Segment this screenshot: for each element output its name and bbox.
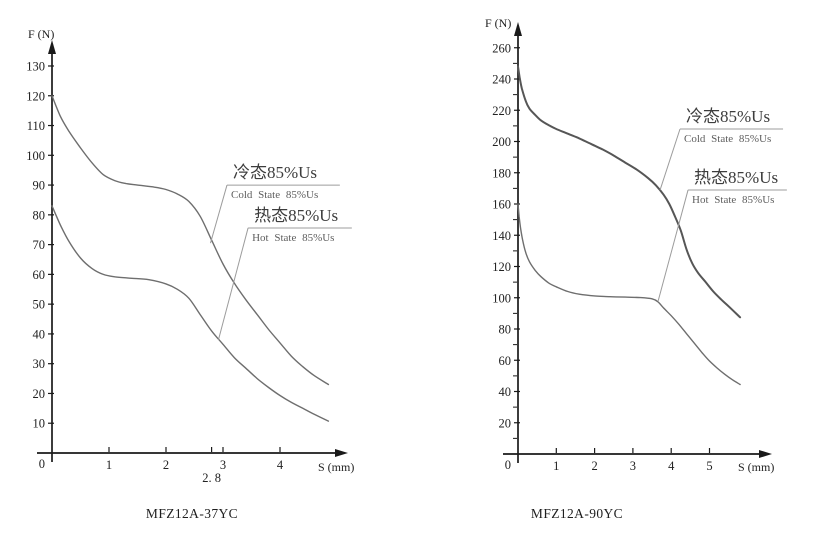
- y-tick-label: 120: [492, 260, 511, 274]
- x-tick-label: 1: [553, 459, 559, 473]
- chart-caption: MFZ12A-37YC: [145, 506, 239, 521]
- y-tick-label: 260: [492, 41, 511, 55]
- force-stroke-chart-37yc: 1 2 3 4 2. 8 10 20 30 40 50 60 70 80 90 100 110 120 130 0 F…: [26, 27, 354, 485]
- y-tick-label: 90: [33, 179, 46, 193]
- annotation-en-cold: Cold State 85%Us: [231, 189, 318, 201]
- annotation-leader: [209, 184, 228, 244]
- y-tick-label: 80: [499, 323, 512, 337]
- y-tick-label: 60: [499, 354, 512, 368]
- x-tick-label: 3: [630, 459, 636, 473]
- cold-curve: [517, 65, 742, 319]
- figure-mfz12a-90yc: 1 2 3 4 5 20 40 60 80 100 120 140 160 180 200 220 240 260…: [405, 0, 815, 537]
- x-tick-label: 3: [220, 458, 226, 472]
- y-tick-label: 40: [499, 385, 512, 399]
- y-tick-label: 120: [26, 89, 45, 103]
- y-tick-label: 100: [492, 291, 511, 305]
- y-tick-label: 100: [26, 149, 45, 163]
- y-tick-label: 130: [26, 59, 45, 73]
- x-tick-label: 4: [668, 459, 675, 473]
- x-tick-label: 2: [163, 458, 169, 472]
- annotation-leader: [217, 227, 249, 341]
- y-tick-label: 220: [492, 104, 511, 118]
- y-tick-label: 180: [492, 166, 511, 180]
- y-axis-title: F (N): [485, 16, 511, 30]
- annotation-leader: [657, 189, 689, 302]
- y-tick-label: 240: [492, 73, 511, 87]
- y-tick-label: 70: [33, 238, 46, 252]
- x-axis-title: S (mm): [318, 460, 354, 474]
- annotation-cn-cold: 冷态85%Us: [686, 107, 770, 126]
- y-tick-label: 20: [499, 416, 512, 430]
- y-tick-label: 50: [33, 298, 46, 312]
- annotation-cn-hot: 热态85%Us: [254, 206, 338, 225]
- y-tick-label: 30: [33, 357, 46, 371]
- y-tick-label: 110: [27, 119, 45, 133]
- annotation-en-hot: Hot State 85%Us: [692, 194, 774, 206]
- x-tick-label: 1: [106, 458, 112, 472]
- y-axis-title: F (N): [28, 27, 54, 41]
- x-axis-arrow: [759, 450, 772, 458]
- force-stroke-chart-90yc: 1 2 3 4 5 20 40 60 80 100 120 140 160 180 200 220 240 260…: [485, 16, 787, 474]
- y-tick-label: 140: [492, 229, 511, 243]
- figure-mfz12a-37yc: 1 2 3 4 2. 8 10 20 30 40 50 60 70 80 90 100 110 120 130 0 F…: [0, 0, 405, 537]
- y-tick-label: 10: [33, 417, 46, 431]
- hot-curve: [517, 203, 741, 386]
- annotation-leader: [659, 128, 681, 191]
- hot-curve: [51, 205, 330, 422]
- y-tick-label: 200: [492, 135, 511, 149]
- origin-label: 0: [505, 458, 511, 472]
- annotation-en-cold: Cold State 85%Us: [684, 133, 771, 145]
- x-tick-special-label: 2. 8: [202, 471, 221, 485]
- x-tick-label: 4: [277, 458, 284, 472]
- y-axis-arrow: [514, 22, 522, 36]
- y-tick-label: 60: [33, 268, 46, 282]
- x-tick-label: 5: [706, 459, 712, 473]
- cold-curve: [51, 95, 330, 386]
- chart-caption: MFZ12A-90YC: [530, 506, 624, 521]
- y-axis-arrow: [48, 40, 56, 54]
- x-axis-title: S (mm): [738, 460, 774, 474]
- y-tick-label: 160: [492, 198, 511, 212]
- annotation-cn-cold: 冷态85%Us: [233, 163, 317, 182]
- y-tick-label: 40: [33, 327, 46, 341]
- annotation-en-hot: Hot State 85%Us: [252, 232, 334, 244]
- x-axis-arrow: [335, 449, 348, 457]
- annotation-cn-hot: 热态85%Us: [694, 168, 778, 187]
- y-tick-label: 20: [33, 387, 46, 401]
- origin-label: 0: [39, 457, 45, 471]
- y-tick-label: 80: [33, 208, 46, 222]
- x-tick-label: 2: [591, 459, 597, 473]
